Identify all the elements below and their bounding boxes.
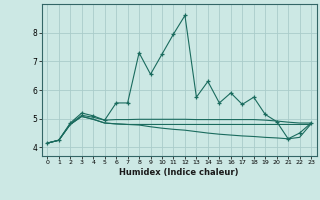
X-axis label: Humidex (Indice chaleur): Humidex (Indice chaleur)	[119, 168, 239, 177]
